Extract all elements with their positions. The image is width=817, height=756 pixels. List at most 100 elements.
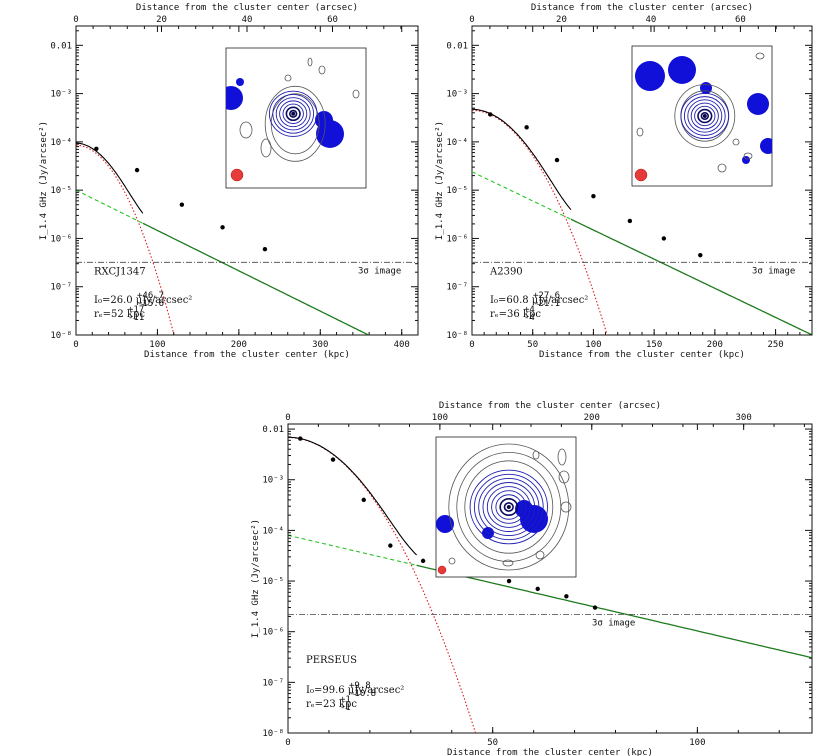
point-source-blob bbox=[236, 78, 244, 86]
radio-core bbox=[506, 505, 511, 509]
radio-contour bbox=[279, 100, 308, 128]
y-tick-label: 10⁻⁷ bbox=[50, 283, 72, 293]
grey-speck-contour bbox=[535, 550, 545, 560]
re-sub: -11 bbox=[128, 313, 144, 323]
i0-annotation: I₀=99.6 μJy/arcsec² bbox=[306, 685, 404, 696]
top-axis-label: Distance from the cluster center (arcsec… bbox=[439, 401, 661, 411]
y-tick-label: 10⁻⁵ bbox=[446, 186, 468, 196]
sigma-label: 3σ image bbox=[592, 618, 635, 628]
grey-speck-contour bbox=[560, 501, 572, 513]
y-tick-label: 10⁻³ bbox=[446, 90, 468, 100]
re-annotation: rₑ=52 kpc bbox=[94, 309, 145, 320]
re-sup: +17 bbox=[128, 305, 144, 315]
top-tick-label: 100 bbox=[432, 413, 448, 423]
x-tick-label: 100 bbox=[149, 340, 165, 350]
sigma-label: 3σ image bbox=[358, 266, 401, 276]
data-point bbox=[94, 146, 99, 151]
data-point bbox=[554, 157, 560, 163]
data-point bbox=[535, 586, 540, 592]
point-source-blob bbox=[742, 156, 750, 164]
radio-contour bbox=[687, 99, 723, 133]
data-point bbox=[564, 594, 569, 599]
plot-area bbox=[472, 108, 812, 335]
inset-image bbox=[225, 47, 367, 189]
y-axis-label: I_1.4 GHz (Jy/arcsec²) bbox=[435, 121, 445, 240]
y-tick-label: 10⁻⁵ bbox=[262, 577, 284, 587]
radio-contour bbox=[495, 494, 523, 520]
total-fit-curve bbox=[288, 436, 417, 556]
i0-sup: +27.6 bbox=[533, 291, 560, 301]
top-tick-label: 40 bbox=[646, 15, 657, 25]
i0-sub: -21.1 bbox=[533, 299, 560, 309]
top-tick-label: 20 bbox=[156, 15, 167, 25]
x-tick-label: 0 bbox=[469, 340, 474, 350]
y-tick-label: 0.01 bbox=[262, 425, 284, 435]
grey-speck-contour bbox=[260, 138, 272, 158]
halo-tail-curve bbox=[570, 218, 812, 335]
y-tick-label: 10⁻⁵ bbox=[50, 186, 72, 196]
grey-speck-contour bbox=[558, 470, 570, 484]
point-source-blob bbox=[747, 93, 769, 115]
radio-contour bbox=[282, 103, 304, 124]
inset-content bbox=[635, 52, 772, 173]
radio-contour bbox=[697, 108, 713, 124]
radio-contour bbox=[285, 106, 301, 122]
i0-sup: +46.7 bbox=[137, 291, 164, 301]
radio-contour bbox=[694, 105, 716, 127]
i0-sub: -10.8 bbox=[349, 689, 376, 699]
radio-contour bbox=[491, 490, 527, 524]
panel-rxcj1347: 0 100 200 300 400 0 20 40 60 0.01 10⁻³ 10⁻⁴ 10⁻⁵ 10⁻⁶… bbox=[39, 3, 419, 360]
re-annotation: rₑ=36 kpc bbox=[490, 309, 541, 320]
top-axis-label: Distance from the cluster center (arcsec… bbox=[531, 3, 753, 13]
beam-ellipse bbox=[634, 168, 648, 182]
grey-speck-contour bbox=[502, 559, 514, 567]
inset-content bbox=[226, 57, 360, 162]
grey-speck-contour bbox=[755, 52, 765, 60]
x-tick-label: 200 bbox=[231, 340, 247, 350]
top-tick-label: 200 bbox=[584, 413, 600, 423]
top-tick-label: 0 bbox=[469, 15, 474, 25]
grey-contour bbox=[448, 443, 570, 571]
grey-speck-contour bbox=[557, 448, 567, 466]
total-fit-curve bbox=[472, 108, 572, 211]
x-tick-label: 250 bbox=[767, 340, 783, 350]
data-point bbox=[592, 605, 598, 610]
i0-annotation: I₀=60.8 μJy/arcsec² bbox=[490, 295, 588, 306]
x-axis-label: Distance from the cluster center (kpc) bbox=[144, 350, 350, 360]
top-tick-label: 40 bbox=[242, 15, 253, 25]
y-tick-label: 10⁻⁸ bbox=[50, 331, 72, 341]
inset-content bbox=[436, 443, 572, 571]
plot-frame bbox=[287, 423, 813, 734]
grey-speck-contour bbox=[284, 74, 292, 82]
radio-contour bbox=[473, 473, 544, 541]
x-tick-label: 150 bbox=[646, 340, 662, 350]
beam-ellipse bbox=[230, 168, 244, 182]
point-source-blob bbox=[226, 86, 243, 110]
inset-image bbox=[435, 436, 577, 578]
top-tick-label: 60 bbox=[327, 15, 338, 25]
data-point bbox=[488, 112, 493, 117]
re-annotation: rₑ=23 kpc bbox=[306, 699, 357, 710]
data-point bbox=[179, 202, 185, 207]
panel-a2390: 0 50 100 150 200 250 0 20 40 60 0.01 10⁻³ 10⁻⁴ 10⁻⁵ 10… bbox=[435, 3, 813, 360]
data-point bbox=[627, 218, 633, 224]
radio-core bbox=[702, 114, 707, 118]
x-tick-label: 400 bbox=[394, 340, 410, 350]
top-axis-label: Distance from the cluster center (arcsec… bbox=[136, 3, 358, 13]
radio-contour bbox=[478, 477, 540, 537]
data-point bbox=[134, 167, 140, 173]
inset-image bbox=[631, 45, 773, 187]
grey-speck-contour bbox=[307, 57, 313, 67]
data-point bbox=[298, 436, 303, 441]
y-axis-label: I_1.4 GHz (Jy/arcsec²) bbox=[251, 519, 261, 638]
y-tick-label: 10⁻³ bbox=[262, 476, 284, 486]
y-tick-label: 10⁻⁴ bbox=[50, 138, 72, 148]
grey-contour bbox=[270, 93, 320, 155]
data-point bbox=[506, 578, 512, 584]
y-tick-label: 10⁻⁷ bbox=[262, 678, 284, 688]
cluster-name-label: A2390 bbox=[489, 266, 523, 277]
x-tick-label: 0 bbox=[285, 738, 290, 748]
data-point bbox=[330, 457, 336, 462]
y-tick-label: 10⁻⁸ bbox=[262, 729, 284, 739]
